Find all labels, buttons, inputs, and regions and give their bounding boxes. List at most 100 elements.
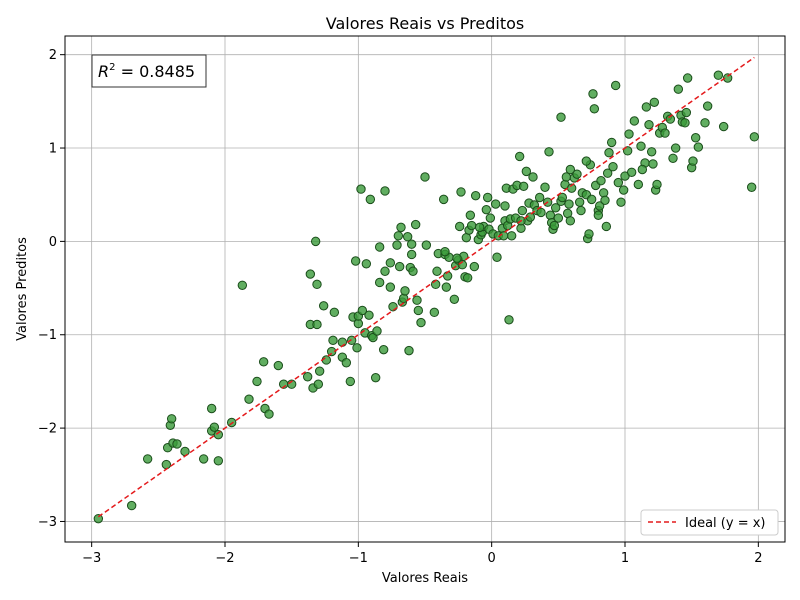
data-point [517, 205, 528, 216]
data-point [681, 107, 692, 118]
data-point [237, 280, 248, 290]
data-point [594, 201, 605, 211]
data-point [574, 197, 585, 207]
data-point [668, 153, 678, 163]
data-point [688, 156, 698, 166]
data-point [406, 239, 417, 249]
data-point [504, 315, 514, 325]
data-point [357, 305, 368, 316]
data-point [126, 500, 137, 511]
data-point [273, 360, 284, 371]
data-point [482, 192, 493, 203]
data-point [361, 259, 372, 269]
data-point [370, 372, 381, 383]
data-point [646, 147, 657, 157]
data-point [470, 190, 481, 201]
data-point [206, 403, 217, 414]
data-point [441, 282, 452, 292]
r2-symbol: R [98, 62, 109, 81]
legend: Ideal (y = x) [640, 509, 779, 536]
data-point [264, 409, 274, 419]
data-point [302, 372, 313, 382]
data-point [380, 266, 390, 276]
data-point [680, 118, 690, 128]
data-point [606, 137, 617, 148]
data-point [601, 221, 612, 232]
data-point [412, 295, 422, 305]
data-point [172, 439, 182, 449]
data-point [474, 222, 485, 233]
y-tick-label: 2 [49, 48, 57, 63]
r2-value: = 0.8485 [116, 62, 196, 81]
data-point [588, 89, 598, 99]
data-point [305, 269, 316, 279]
data-point [629, 116, 640, 126]
data-point [462, 273, 473, 283]
data-point [722, 73, 733, 83]
ideal-line [97, 56, 755, 518]
data-point [673, 84, 684, 94]
data-point [624, 129, 634, 139]
data-point [394, 261, 405, 272]
data-point [490, 199, 501, 209]
data-point [326, 346, 337, 357]
data-point [393, 231, 404, 241]
data-point [622, 146, 633, 156]
data-point [469, 261, 480, 272]
data-point [572, 169, 582, 179]
data-point [514, 151, 525, 162]
data-point [404, 345, 414, 356]
y-tick-label: −2 [38, 422, 57, 437]
data-point [365, 194, 376, 205]
data-point [378, 344, 389, 355]
ideal-line-group [97, 56, 755, 518]
data-point [440, 246, 450, 257]
data-point [356, 184, 366, 194]
data-point [636, 141, 646, 151]
data-point [481, 204, 492, 215]
data-point [345, 376, 356, 387]
data-point [641, 102, 652, 112]
data-point [746, 182, 757, 192]
data-point [410, 219, 421, 230]
data-point [644, 119, 654, 130]
data-point [557, 192, 568, 203]
data-point [660, 128, 670, 138]
data-point [506, 231, 517, 241]
data-point [565, 164, 576, 175]
data-point [213, 456, 224, 466]
data-point [536, 207, 546, 218]
data-point [161, 459, 172, 470]
data-point [380, 186, 390, 196]
data-point [213, 429, 224, 440]
data-point [648, 159, 658, 169]
data-point [718, 121, 729, 132]
data-point [454, 221, 465, 232]
data-point [589, 104, 600, 114]
data-point [314, 366, 325, 376]
data-point [180, 446, 190, 457]
data-point [565, 216, 576, 226]
data-point [518, 181, 529, 192]
data-point [400, 286, 410, 296]
x-tick-label: −1 [349, 551, 368, 566]
data-point [608, 162, 618, 172]
data-point [452, 253, 462, 263]
data-point [310, 236, 321, 247]
data-point [702, 101, 713, 111]
y-tick-label: 1 [49, 142, 57, 157]
data-point [313, 379, 324, 389]
data-point [318, 301, 329, 311]
data-point [429, 307, 440, 318]
data-point [374, 242, 385, 252]
data-point [346, 335, 357, 346]
data-point [385, 282, 396, 292]
data-point [544, 147, 554, 157]
data-point [421, 240, 432, 250]
data-point [142, 454, 153, 464]
x-tick-label: 1 [621, 551, 629, 566]
data-point [312, 279, 322, 290]
data-point [521, 166, 532, 177]
data-point [492, 252, 502, 262]
